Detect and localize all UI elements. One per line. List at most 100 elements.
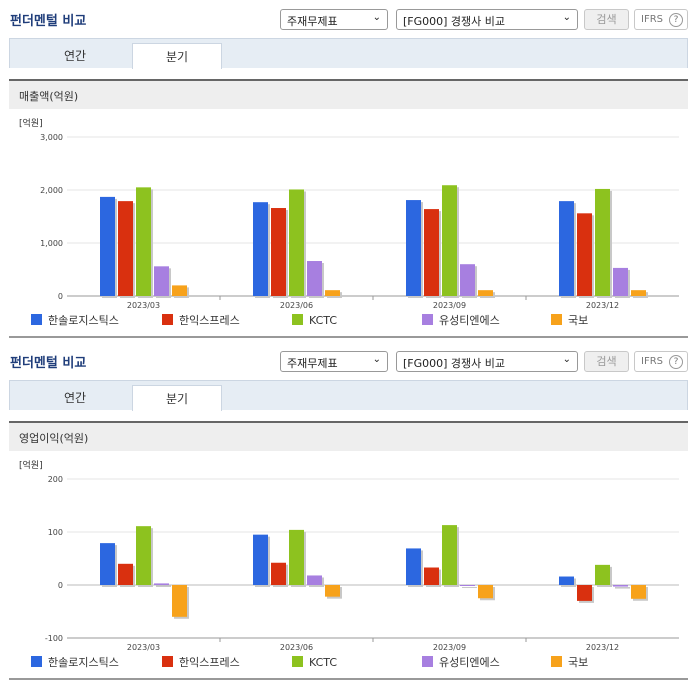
y-tick-label: 0 bbox=[58, 581, 63, 590]
y-unit-label: [억원] bbox=[19, 117, 43, 129]
bar bbox=[136, 187, 151, 296]
bar bbox=[595, 564, 610, 585]
legend-label: 국보 bbox=[568, 656, 588, 669]
y-tick-label: 200 bbox=[48, 475, 63, 484]
statement-type-value: 주재무제표 bbox=[287, 15, 338, 28]
bar bbox=[442, 525, 457, 585]
bar bbox=[100, 196, 115, 296]
y-tick-label: 1,000 bbox=[40, 239, 63, 248]
bar bbox=[577, 213, 592, 296]
operating-profit-bar-chart: [억원] -100 0 100 200 2023/03 2023/06 2023/09 2023… bbox=[19, 459, 679, 669]
panel-revenue: 펀더멘털 비교 주재무제표 ⌄ [FG000] 경쟁사 비교 ⌄ 검색 IFRS… bbox=[9, 9, 688, 338]
legend-swatch bbox=[292, 656, 303, 667]
legend-swatch bbox=[292, 314, 303, 325]
y-tick-label: 2,000 bbox=[40, 186, 63, 195]
bar bbox=[577, 585, 592, 601]
bar bbox=[307, 575, 322, 585]
tab-quarterly[interactable]: 분기 bbox=[132, 43, 222, 69]
legend-swatch bbox=[551, 314, 562, 325]
y-tick-label: -100 bbox=[45, 634, 63, 643]
bar bbox=[478, 585, 493, 599]
ifrs-button[interactable]: IFRS ? bbox=[634, 9, 688, 30]
legend-label: 유성티엔에스 bbox=[439, 314, 500, 327]
tab-annual[interactable]: 연간 bbox=[63, 391, 87, 405]
bar-shadow bbox=[462, 587, 477, 588]
statement-type-value: 주재무제표 bbox=[287, 357, 338, 370]
x-tick-label: 2023/12 bbox=[586, 643, 619, 652]
ifrs-button[interactable]: IFRS ? bbox=[634, 351, 688, 372]
period-tabs: 연간 분기 bbox=[9, 380, 688, 411]
tab-annual[interactable]: 연간 bbox=[63, 49, 87, 63]
bar bbox=[631, 585, 646, 599]
bar bbox=[118, 563, 133, 585]
legend-label: 한솔로지스틱스 bbox=[48, 314, 119, 327]
legend-label: 한익스프레스 bbox=[179, 314, 240, 327]
legend-swatch bbox=[162, 656, 173, 667]
chevron-down-icon: ⌄ bbox=[562, 354, 571, 365]
y-tick-label: 3,000 bbox=[40, 133, 63, 142]
bar bbox=[406, 200, 421, 296]
x-tick-label: 2023/12 bbox=[586, 301, 619, 310]
statement-type-select[interactable]: 주재무제표 ⌄ bbox=[280, 351, 388, 372]
help-icon: ? bbox=[669, 355, 683, 369]
bar bbox=[154, 266, 169, 296]
statement-type-select[interactable]: 주재무제표 ⌄ bbox=[280, 9, 388, 30]
bar bbox=[289, 189, 304, 296]
compare-group-value: [FG000] 경쟁사 비교 bbox=[403, 15, 506, 28]
search-button[interactable]: 검색 bbox=[584, 351, 629, 372]
legend-label: 한익스프레스 bbox=[179, 656, 240, 669]
bar bbox=[631, 290, 646, 296]
revenue-bar-chart: [억원] 0 1,000 2,000 3,000 2023/03 2023/06 2023/0… bbox=[19, 117, 679, 327]
legend-label: 국보 bbox=[568, 314, 588, 327]
panel-operating-profit: 펀더멘털 비교 주재무제표 ⌄ [FG000] 경쟁사 비교 ⌄ 검색 IFRS… bbox=[0, 342, 696, 684]
x-tick-label: 2023/03 bbox=[127, 301, 160, 310]
compare-group-select[interactable]: [FG000] 경쟁사 비교 ⌄ bbox=[396, 9, 578, 30]
bar bbox=[100, 543, 115, 585]
x-tick-label: 2023/09 bbox=[433, 301, 466, 310]
y-tick-label: 0 bbox=[58, 292, 63, 301]
section-title: 영업이익(억원) bbox=[9, 421, 688, 451]
compare-group-value: [FG000] 경쟁사 비교 bbox=[403, 357, 506, 370]
bar bbox=[325, 290, 340, 296]
bar bbox=[613, 267, 628, 296]
bar bbox=[559, 576, 574, 585]
legend-swatch bbox=[422, 656, 433, 667]
period-tabs: 연간 분기 bbox=[9, 38, 688, 69]
bar bbox=[253, 202, 268, 296]
bar bbox=[460, 264, 475, 296]
bar bbox=[289, 529, 304, 585]
legend-label: 한솔로지스틱스 bbox=[48, 656, 119, 669]
bar bbox=[253, 534, 268, 585]
bar bbox=[136, 526, 151, 585]
bar bbox=[424, 209, 439, 296]
bar bbox=[460, 585, 475, 586]
x-tick-label: 2023/06 bbox=[280, 643, 313, 652]
chevron-down-icon: ⌄ bbox=[372, 12, 381, 23]
tab-quarterly[interactable]: 분기 bbox=[132, 385, 222, 411]
legend-label: KCTC bbox=[309, 314, 337, 327]
legend-label: KCTC bbox=[309, 656, 337, 669]
legend-label: 유성티엔에스 bbox=[439, 656, 500, 669]
bar bbox=[172, 285, 187, 296]
panel-divider bbox=[9, 678, 688, 680]
bar bbox=[118, 201, 133, 296]
x-tick-label: 2023/06 bbox=[280, 301, 313, 310]
panel-title: 펀더멘털 비교 bbox=[10, 14, 87, 29]
x-tick-label: 2023/03 bbox=[127, 643, 160, 652]
bar bbox=[172, 585, 187, 617]
bar bbox=[478, 290, 493, 296]
ifrs-label: IFRS bbox=[641, 356, 663, 367]
compare-group-select[interactable]: [FG000] 경쟁사 비교 ⌄ bbox=[396, 351, 578, 372]
panel-divider bbox=[9, 336, 688, 338]
bar bbox=[424, 567, 439, 585]
bar bbox=[559, 201, 574, 296]
bar bbox=[442, 185, 457, 296]
y-tick-label: 100 bbox=[48, 528, 63, 537]
bar bbox=[613, 585, 628, 587]
search-button[interactable]: 검색 bbox=[584, 9, 629, 30]
legend-swatch bbox=[162, 314, 173, 325]
ifrs-label: IFRS bbox=[641, 14, 663, 25]
bar-shadow bbox=[156, 585, 171, 587]
bar bbox=[154, 583, 169, 585]
bar bbox=[406, 548, 421, 585]
